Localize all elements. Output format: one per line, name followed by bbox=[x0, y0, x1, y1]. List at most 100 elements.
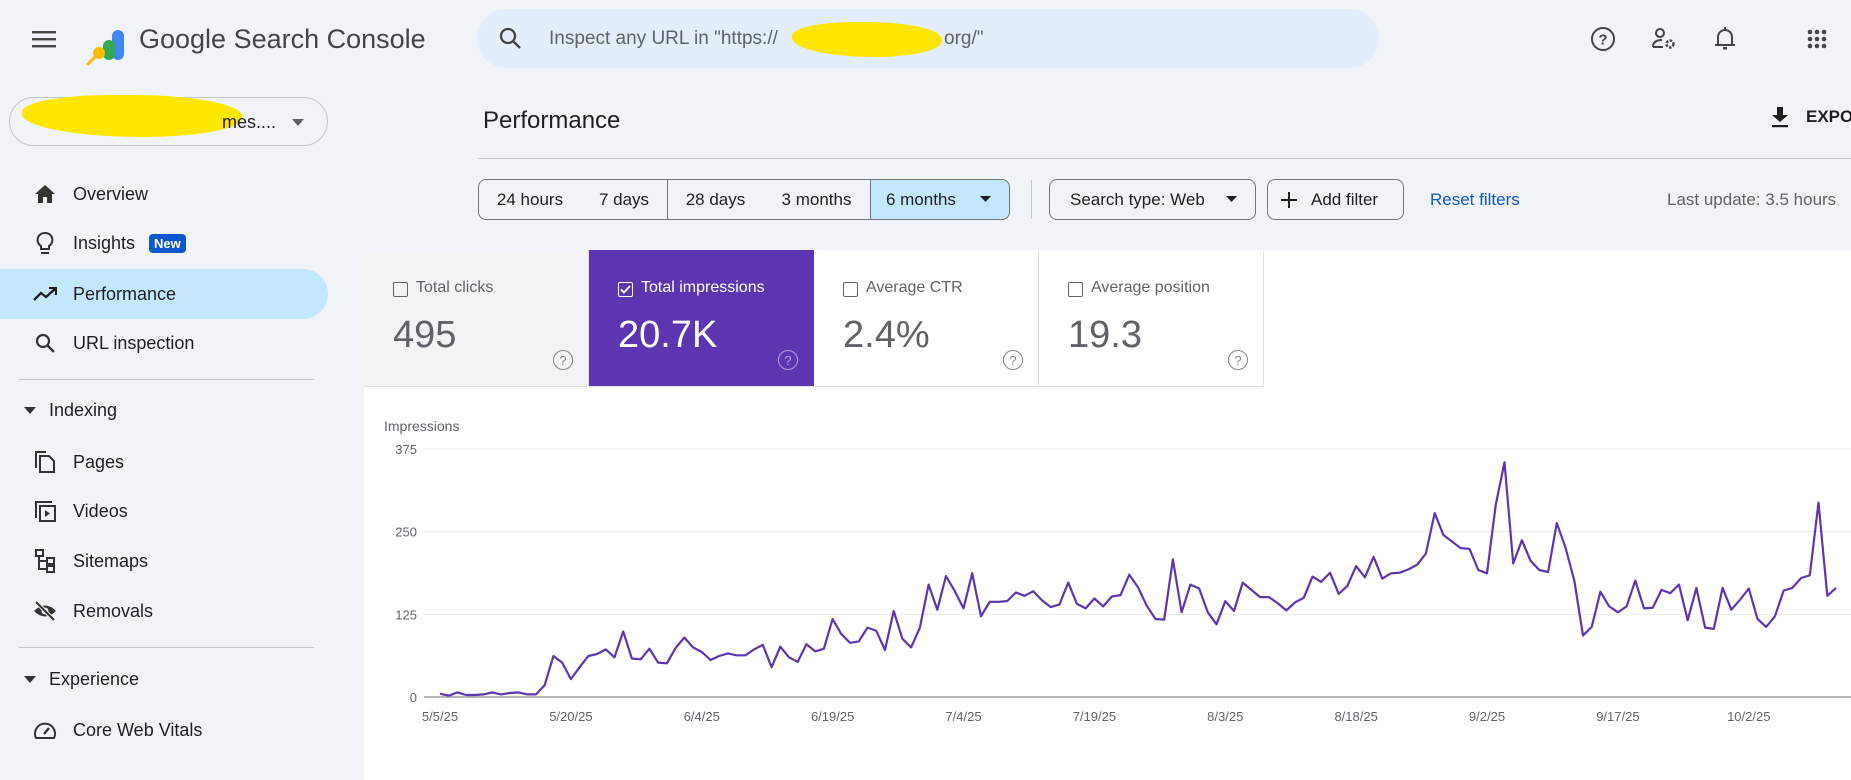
pages-icon bbox=[32, 449, 58, 475]
section-experience-toggle[interactable]: Experience bbox=[24, 669, 139, 690]
svg-text:?: ? bbox=[1598, 32, 1607, 49]
x-tick-label: 5/20/25 bbox=[549, 709, 592, 724]
sidebar-item-label: Videos bbox=[73, 500, 128, 521]
sidebar-item-sitemaps[interactable]: Sitemaps bbox=[0, 536, 328, 586]
x-tick-label: 10/2/25 bbox=[1727, 709, 1770, 724]
sidebar-item-pages[interactable]: Pages bbox=[0, 437, 328, 487]
eye-off-icon bbox=[32, 598, 58, 624]
checkbox-checked[interactable] bbox=[618, 282, 633, 297]
redaction bbox=[22, 95, 242, 137]
search-console-logo bbox=[84, 22, 126, 66]
caret-down-icon bbox=[24, 676, 36, 683]
help-icon[interactable]: ? bbox=[778, 350, 798, 370]
help-icon[interactable]: ? bbox=[1589, 25, 1617, 53]
range-24-hours[interactable]: 24 hours bbox=[478, 179, 582, 220]
sidebar-item-label: Sitemaps bbox=[73, 550, 149, 571]
metric-average-position[interactable]: Average position 19.3 ? bbox=[1039, 250, 1264, 386]
x-tick-label: 6/4/25 bbox=[684, 709, 720, 724]
search-icon bbox=[32, 330, 58, 356]
caret-down-icon bbox=[290, 114, 306, 130]
add-filter-button[interactable]: Add filter bbox=[1267, 179, 1404, 220]
filter-separator bbox=[1031, 180, 1032, 219]
y-tick-label: 250 bbox=[395, 525, 417, 540]
metric-label: Total clicks bbox=[416, 279, 494, 296]
sidebar-divider bbox=[19, 647, 314, 648]
reset-filters-link[interactable]: Reset filters bbox=[1430, 190, 1520, 209]
sidebar-item-performance[interactable]: Performance bbox=[0, 269, 328, 319]
metric-value: 2.4% bbox=[843, 314, 930, 356]
header-divider bbox=[478, 158, 1851, 159]
sidebar-divider bbox=[19, 379, 314, 380]
section-label: Indexing bbox=[49, 400, 118, 420]
help-icon[interactable]: ? bbox=[1228, 350, 1248, 370]
checkbox[interactable] bbox=[393, 282, 408, 297]
caret-down-icon bbox=[24, 407, 36, 414]
search-placeholder-prefix: Inspect any URL in "https:// bbox=[549, 28, 778, 49]
section-indexing-toggle[interactable]: Indexing bbox=[24, 400, 117, 421]
x-tick-label: 7/19/25 bbox=[1073, 709, 1116, 724]
metric-value: 20.7K bbox=[618, 314, 718, 356]
url-inspect-search[interactable]: Inspect any URL in "https:// org/" bbox=[477, 9, 1379, 68]
sidebar-item-label: Removals bbox=[73, 600, 154, 621]
sidebar-item-url-inspection[interactable]: URL inspection bbox=[0, 318, 328, 368]
redaction bbox=[792, 22, 942, 57]
bell-icon[interactable] bbox=[1711, 25, 1739, 53]
range-28-days[interactable]: 28 days bbox=[667, 179, 764, 220]
page-title: Performance bbox=[483, 107, 621, 134]
sidebar-item-label: Performance bbox=[73, 283, 177, 304]
search-placeholder-suffix: org/" bbox=[944, 28, 984, 49]
x-tick-label: 9/17/25 bbox=[1596, 709, 1639, 724]
video-icon bbox=[32, 498, 58, 524]
lightbulb-icon bbox=[32, 230, 58, 256]
metric-value: 495 bbox=[393, 314, 457, 356]
home-icon bbox=[32, 181, 58, 207]
y-tick-label: 375 bbox=[395, 442, 417, 457]
sidebar-item-videos[interactable]: Videos bbox=[0, 486, 328, 536]
impressions-chart: 0 125 250 375 5/5/25 5/20/25 6/4/25 6/19/25 7/4/… bbox=[395, 442, 1851, 724]
x-tick-label: 7/4/25 bbox=[945, 709, 981, 724]
range-3-months[interactable]: 3 months bbox=[763, 179, 871, 220]
sitemap-icon bbox=[32, 548, 58, 574]
caret-down-icon bbox=[980, 196, 991, 202]
search-type-dropdown[interactable]: Search type: Web bbox=[1049, 179, 1256, 220]
sidebar-item-label: Overview bbox=[73, 183, 149, 204]
metric-label: Average position bbox=[1091, 279, 1210, 296]
metric-total-clicks[interactable]: Total clicks 495 ? bbox=[364, 250, 589, 386]
y-axis-title: Impressions bbox=[384, 418, 460, 434]
impressions-line bbox=[439, 461, 1837, 697]
sidebar-item-label: Core Web Vitals bbox=[73, 719, 203, 740]
property-selector[interactable]: mes.... bbox=[9, 95, 328, 146]
y-tick-label: 0 bbox=[410, 690, 417, 705]
export-button[interactable]: EXPO bbox=[1770, 106, 1851, 128]
help-icon[interactable]: ? bbox=[553, 350, 573, 370]
range-7-days[interactable]: 7 days bbox=[581, 179, 668, 220]
export-label: EXPO bbox=[1806, 107, 1851, 126]
metric-average-ctr[interactable]: Average CTR 2.4% ? bbox=[814, 250, 1039, 386]
sidebar-item-core-web-vitals[interactable]: Core Web Vitals bbox=[0, 705, 328, 755]
range-label: 6 months bbox=[886, 189, 956, 209]
tiles-divider bbox=[364, 386, 1264, 387]
checkbox[interactable] bbox=[843, 282, 858, 297]
y-tick-label: 125 bbox=[395, 607, 417, 622]
metric-total-impressions[interactable]: Total impressions 20.7K ? bbox=[589, 250, 814, 386]
apps-icon[interactable] bbox=[1803, 25, 1831, 53]
x-tick-label: 9/2/25 bbox=[1469, 709, 1505, 724]
search-icon bbox=[497, 25, 523, 51]
metric-label: Average CTR bbox=[866, 279, 963, 296]
gauge-icon bbox=[32, 717, 58, 743]
x-tick-label: 8/3/25 bbox=[1207, 709, 1243, 724]
x-tick-label: 6/19/25 bbox=[811, 709, 854, 724]
download-icon bbox=[1772, 107, 1788, 128]
metric-label: Total impressions bbox=[641, 279, 765, 296]
admin-settings-icon[interactable] bbox=[1650, 25, 1678, 53]
sidebar-item-insights[interactable]: Insights New bbox=[0, 218, 328, 268]
menu-icon[interactable] bbox=[30, 26, 58, 52]
sidebar-item-overview[interactable]: Overview bbox=[0, 169, 328, 219]
metric-value: 19.3 bbox=[1068, 314, 1142, 356]
sidebar-item-removals[interactable]: Removals bbox=[0, 586, 328, 636]
help-icon[interactable]: ? bbox=[1003, 350, 1023, 370]
trending-up-icon bbox=[32, 281, 58, 307]
range-6-months[interactable]: 6 months bbox=[870, 179, 1010, 220]
new-badge: New bbox=[149, 234, 186, 253]
checkbox[interactable] bbox=[1068, 282, 1083, 297]
